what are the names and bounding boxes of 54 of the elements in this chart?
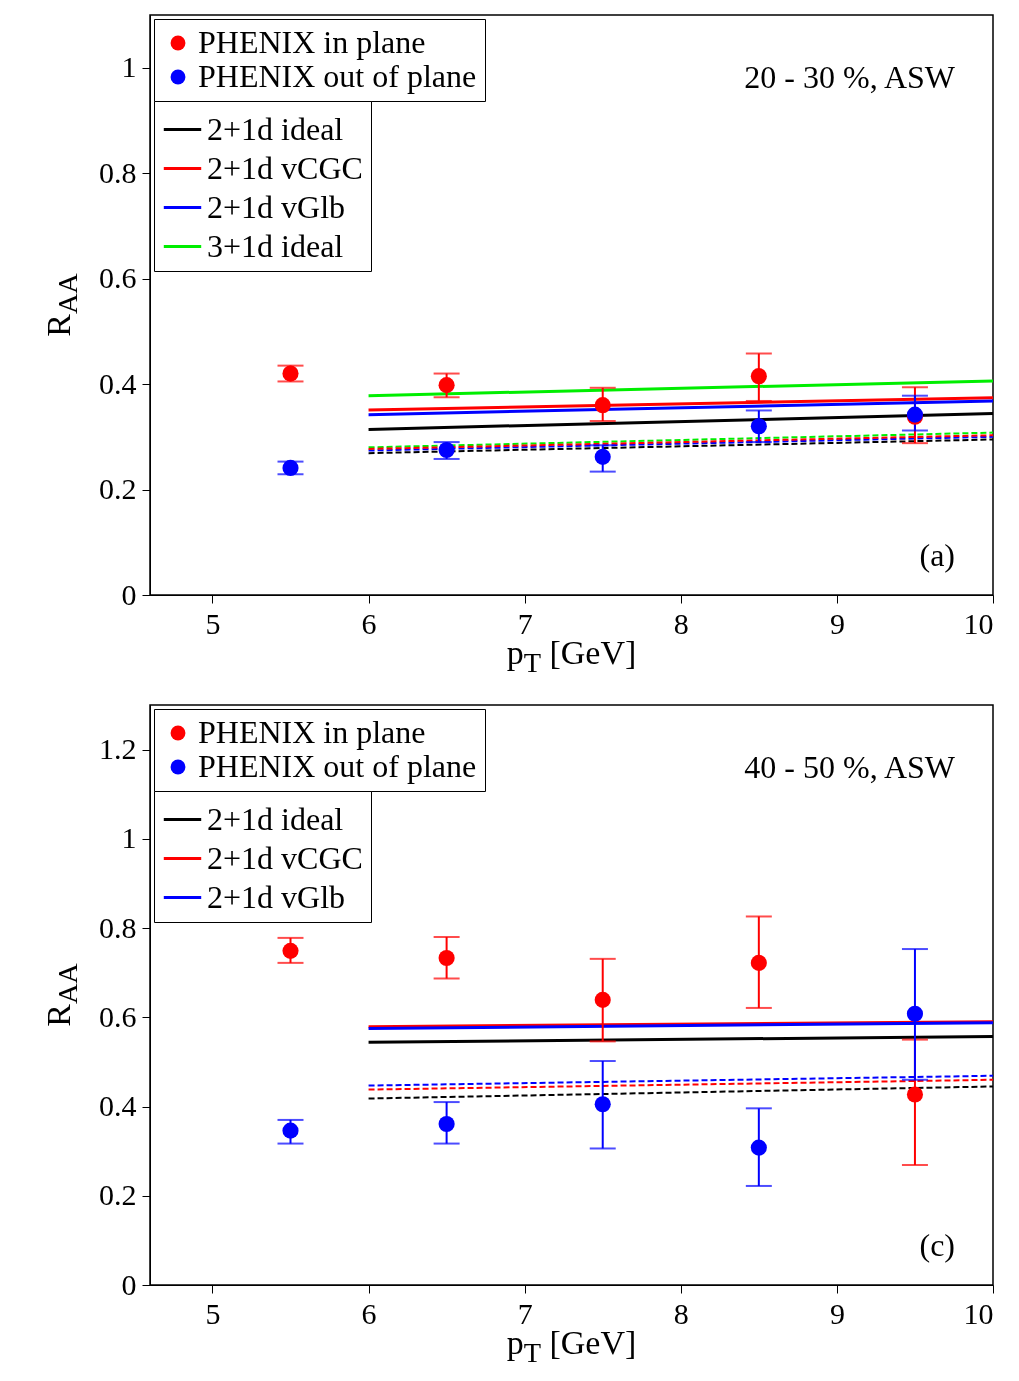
point (594, 1096, 611, 1113)
point (282, 1122, 299, 1139)
y-tick-label: 0.2 (99, 472, 137, 506)
annotation: (a) (919, 537, 955, 573)
legend-label: 2+1d vCGC (207, 149, 363, 186)
annotation: (c) (919, 1227, 955, 1263)
x-tick-label: 6 (361, 1296, 377, 1330)
y-tick-label: 0.8 (99, 155, 137, 189)
point (750, 954, 767, 971)
point (438, 949, 455, 967)
point (906, 1086, 924, 1103)
legend-label: 3+1d ideal (207, 227, 344, 264)
y-tick-label: 0 (121, 1267, 137, 1301)
point (282, 459, 299, 476)
annotation: 40 - 50 %, ASW (744, 749, 956, 785)
y-tick-label: 0.4 (99, 366, 137, 400)
x-tick-label: 10 (963, 606, 994, 640)
x-tick-label: 8 (673, 1296, 689, 1330)
legend-label: 2+1d vGlb (207, 188, 346, 225)
point (594, 991, 611, 1008)
point (282, 365, 299, 382)
legend-label: PHENIX in plane (198, 24, 426, 60)
point (438, 1115, 455, 1132)
point (594, 448, 611, 465)
legend-label: PHENIX in plane (198, 714, 426, 750)
y-tick-label: 0 (121, 577, 137, 611)
x-tick-label: 5 (205, 606, 221, 640)
y-tick-label: 1.2 (99, 732, 137, 766)
legend-label: 2+1d vGlb (207, 878, 346, 915)
x-tick-label: 6 (361, 606, 377, 640)
legend-label: 2+1d ideal (207, 110, 344, 147)
y-tick-label: 1 (121, 821, 137, 855)
point (750, 368, 767, 385)
y-tick-label: 0.2 (99, 1178, 137, 1212)
point (594, 397, 611, 414)
x-tick-label: 8 (673, 606, 689, 640)
y-tick-label: 0.4 (99, 1089, 137, 1123)
point (438, 377, 455, 394)
x-tick-label: 9 (829, 606, 845, 640)
point (282, 942, 299, 959)
y-tick-label: 0.6 (99, 261, 137, 295)
y-tick-label: 0.6 (99, 999, 137, 1033)
point (906, 1005, 924, 1022)
x-tick-label: 5 (205, 1296, 221, 1330)
annotation: 20 - 30 %, ASW (744, 59, 956, 95)
x-tick-label: 10 (963, 1296, 994, 1330)
point (750, 1139, 767, 1156)
x-tick-label: 9 (829, 1296, 845, 1330)
point (750, 418, 767, 435)
legend-label: 2+1d vCGC (207, 839, 363, 876)
y-tick-label: 0.8 (99, 910, 137, 944)
y-tick-label: 1 (121, 50, 137, 84)
point (438, 441, 455, 459)
legend-label: 2+1d ideal (207, 800, 344, 837)
